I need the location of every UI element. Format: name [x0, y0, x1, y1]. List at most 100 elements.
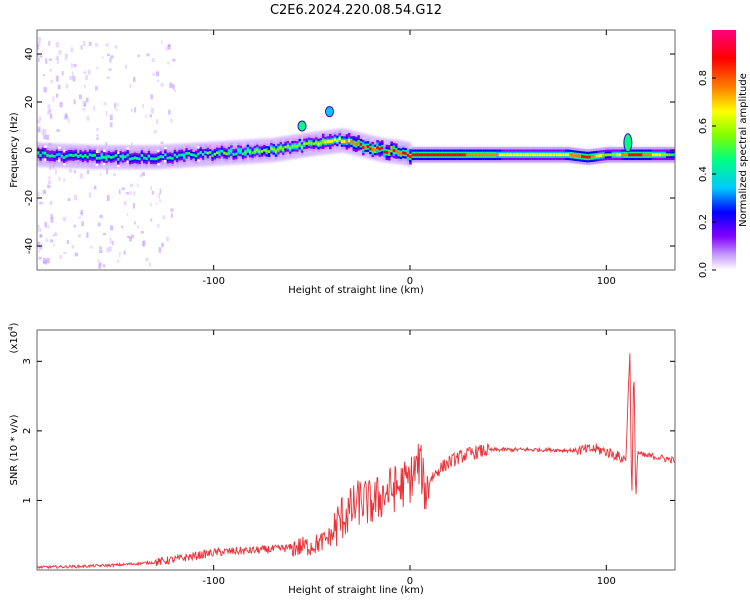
snr-xtick-label: -100 [202, 576, 225, 587]
snr-plot [37, 353, 675, 570]
spectrogram-cell [362, 146, 365, 150]
spectrogram-noise-cell [170, 83, 174, 88]
spectrogram-cell [665, 153, 669, 157]
spectrogram-ytick-label: -20 [24, 190, 35, 206]
spectrogram-noise-cell [105, 141, 108, 147]
spectrogram-cell [470, 153, 474, 157]
spectrogram-cell [119, 154, 123, 158]
spectrogram-noise-cell [72, 75, 76, 82]
spectrogram-cell [216, 151, 219, 155]
spectrogram-cell [157, 156, 160, 160]
spectrogram-noise-cell [101, 56, 104, 59]
snr-exponent-base: (x10 [9, 331, 20, 354]
spectrogram-noise-cell [137, 54, 140, 58]
spectrogram-cell [178, 153, 181, 157]
spectrogram-ytick-label: 20 [24, 96, 35, 109]
spectrogram-noise-cell [66, 114, 68, 120]
spectrogram-noise-cell [109, 225, 114, 231]
spectrogram-cell [635, 153, 638, 157]
spectrogram-noise-cell [106, 53, 110, 57]
spectrogram-cell [345, 140, 349, 144]
spectrogram-noise-cell [82, 41, 86, 47]
spectrogram-noise-cell [165, 46, 169, 51]
spectrogram-cell [95, 156, 99, 160]
spectrogram-cell [69, 153, 73, 157]
spectrogram-cell [640, 153, 643, 157]
spectrogram-cell [225, 152, 229, 156]
spectrogram-cell [223, 151, 226, 155]
spectrogram-noise-cell [37, 191, 40, 197]
spectrogram-cell [84, 154, 87, 157]
spectrogram-noise-cell [50, 217, 54, 223]
colorbar-ticks: 0.0 0.2 0.4 0.6 0.8 [698, 70, 716, 278]
spectrogram-noise-cell [64, 53, 69, 58]
spectrogram-cell [538, 153, 542, 157]
spectrogram-cell [183, 155, 186, 158]
spectrogram-cell [600, 154, 603, 158]
spectrogram-cell [453, 153, 457, 157]
spectrogram-cell [387, 151, 391, 155]
spectrogram-noise-cell [145, 115, 148, 118]
spectrogram-noise-cell [94, 185, 97, 190]
spectrogram-cell [475, 153, 478, 157]
spectrogram-noise-cell [61, 71, 64, 76]
spectrogram-noise-cell [127, 235, 130, 238]
spectrogram-noise-cell [81, 221, 84, 227]
spectrogram-noise-cell [88, 192, 92, 198]
spectrogram-noise-cell [77, 234, 81, 238]
spectrogram-noise-cell [90, 245, 93, 249]
snr-panel: -100 0 100 1 2 3 SNR (10 * v/v) (x104) Height… [7, 322, 676, 596]
spectrogram-noise-cell [158, 192, 160, 199]
spectrogram-cell [173, 153, 177, 157]
spectrogram-cell [256, 148, 259, 152]
colorbar-tick-label: 0.0 [698, 262, 709, 278]
spectrogram-cell [305, 142, 309, 146]
spectrogram-noise-cell [156, 119, 159, 125]
spectrogram-noise-cell [38, 245, 42, 250]
spectrogram-cell [548, 153, 551, 157]
snr-ytick-label: 2 [22, 428, 33, 434]
spectrogram-cell [557, 153, 561, 157]
spectrogram-cell [590, 155, 594, 159]
spectrogram-cell [468, 153, 471, 157]
spectrogram-cell [552, 153, 556, 157]
spectrogram-cell [234, 152, 238, 156]
spectrogram-cell [58, 152, 61, 156]
spectrogram-cell [595, 154, 598, 158]
spectrogram-cell [121, 155, 125, 159]
colorbar-scale [712, 30, 736, 270]
spectrogram-cell [258, 150, 262, 154]
snr-xlabel: Height of straight line (km) [288, 585, 424, 596]
spectrogram-cell [482, 153, 485, 157]
spectrogram-noise-cell [111, 240, 114, 246]
spectrogram-noise-cell [45, 134, 50, 140]
spectrogram-noise-cell [47, 104, 51, 110]
spectrogram-noise-cell [78, 94, 82, 100]
spectrogram-cell [366, 145, 370, 148]
spectrogram-cell [289, 147, 292, 150]
spectrogram-cell [291, 144, 295, 148]
spectrogram-noise-cell [118, 189, 121, 195]
spectrogram-noise-cell [40, 244, 43, 250]
spectrogram-cell [352, 142, 356, 145]
spectrogram-cell [260, 149, 264, 153]
spectrogram-cell [145, 157, 148, 161]
spectrogram-cell [585, 155, 589, 159]
spectrogram-cell [649, 153, 653, 157]
spectrogram-noise-cell [113, 173, 116, 177]
spectrogram-noise-cell [99, 173, 102, 176]
spectrogram-cell [571, 153, 575, 157]
spectrogram-noise-cell [57, 84, 61, 90]
spectrogram-cell [147, 154, 151, 158]
spectrogram-noise-cell [131, 142, 133, 148]
spectrogram-noise-cell [161, 242, 164, 248]
spectrogram-cell [602, 153, 605, 157]
spectrogram-noise-cell [139, 174, 143, 178]
spectrogram-noise-cell [55, 75, 59, 82]
snr-xtick-label: 0 [407, 576, 413, 587]
spectrogram-noise-cell [109, 237, 112, 244]
spectrogram-cell [201, 152, 205, 156]
spectrogram-noise-cell [148, 262, 152, 268]
spectrogram-noise-cell [103, 102, 107, 106]
spectrogram-cell [322, 139, 325, 143]
